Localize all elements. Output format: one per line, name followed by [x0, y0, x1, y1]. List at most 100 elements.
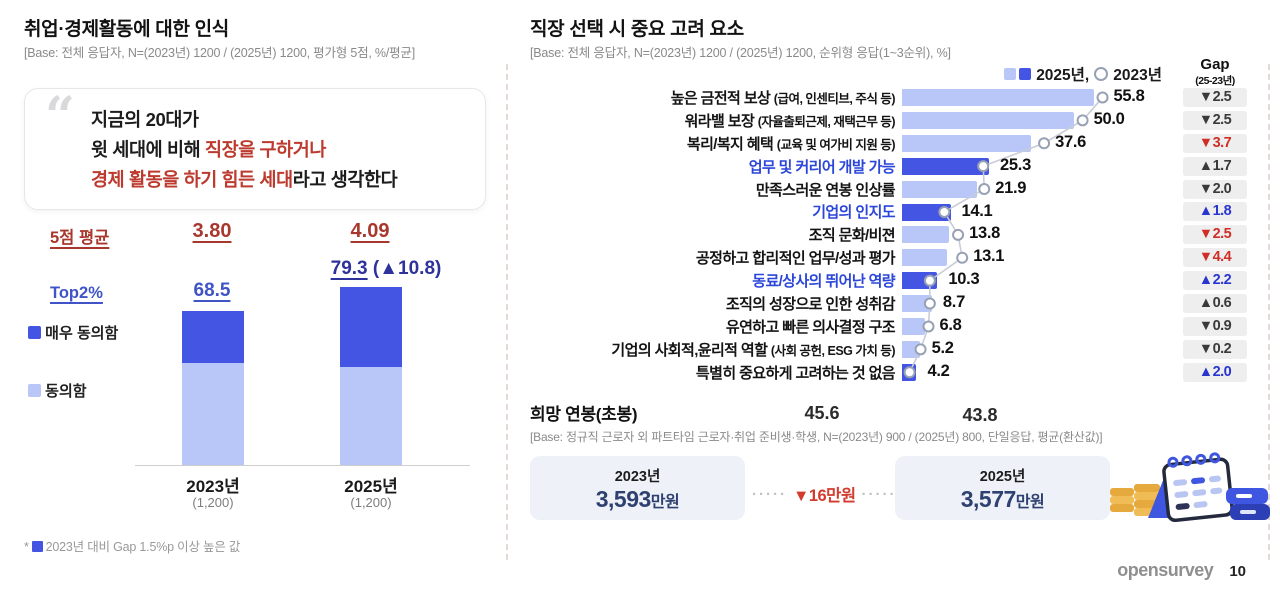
value-label-2025: 25.3: [1000, 155, 1031, 174]
consideration-row: 높은 금전적 보상 (급여, 인센티브, 주식 등) 55.8 ▼2.5: [530, 86, 1270, 109]
value-label-2025: 5.2: [931, 338, 954, 357]
segment-value-agree: 43.8: [962, 404, 998, 425]
gap-header-sub: (25-23년): [1195, 75, 1235, 87]
footnote-text: 2023년 대비 Gap 1.5%p 이상 높은 값: [45, 540, 241, 554]
bar-2025: [902, 226, 950, 244]
salary-card-2023: 2023년 3,593만원: [530, 456, 745, 520]
left-section-title: 취업·경제활동에 대한 인식: [24, 19, 229, 40]
category-label-main: 복리/복지 혜택: [686, 135, 777, 153]
value-label-2025: 50.0: [1093, 109, 1125, 128]
bar-segment-agree: [182, 362, 244, 465]
legend-2023-circle-icon: [1094, 67, 1109, 81]
consideration-row: 업무 및 커리어 개발 가능 25.3 ▲1.7: [530, 155, 1270, 178]
legend-square-light-icon: [28, 384, 41, 397]
salary-2023-amount: 3,593만원: [530, 486, 745, 516]
category-label-main: 특별히 중요하게 고려하는 것 없음: [695, 364, 896, 382]
legend-2025-dark-icon: [1019, 68, 1032, 80]
consideration-row: 특별히 중요하게 고려하는 것 없음 4.2 ▲2.0: [530, 361, 1270, 384]
category-label: 조직의 성장으로 인한 성취감: [530, 293, 902, 314]
quote-line1: 지금의 20대가: [91, 109, 199, 130]
left-footnote: * 2023년 대비 Gap 1.5%p 이상 높은 값: [24, 536, 240, 555]
salary-base-note: [Base: 정규직 근로자 외 파트타임 근로자·취업 준비생·학생, N=(…: [530, 430, 1103, 444]
bar-2025: [902, 363, 917, 381]
legend-2025-label: 2025년,: [1036, 67, 1090, 84]
salary-change-value: ▼16만원: [792, 487, 856, 505]
gap-badge: ▲1.8: [1183, 202, 1247, 222]
legend-strongly-agree: 매우 동의함: [28, 322, 118, 343]
category-label: 특별히 중요하게 고려하는 것 없음: [530, 362, 902, 383]
category-label-main: 동료/상사의 뛰어난 역량: [752, 273, 895, 291]
gap-badge: ▼2.0: [1183, 179, 1247, 199]
segment-value-strongly-agree: 22.9: [804, 325, 840, 346]
bar-zone: 13.1: [902, 246, 1180, 269]
value-label-2025: 10.3: [948, 270, 980, 289]
value-label-2025: 13.1: [973, 247, 1005, 266]
consideration-row: 공정하고 합리적인 업무/성과 평가 13.1 ▼4.4: [530, 246, 1270, 269]
bar-zone: 4.2: [902, 361, 1180, 384]
bar-2025: [902, 295, 932, 313]
category-label: 높은 금전적 보상 (급여, 인센티브, 주식 등): [530, 87, 902, 108]
salary-illustration: [1110, 452, 1270, 523]
gap-badge: ▲1.7: [1183, 156, 1247, 176]
bar-zone: 37.6: [902, 132, 1180, 155]
bar-segment-strongly-agree: [340, 286, 402, 367]
category-label: 기업의 인지도: [530, 201, 902, 222]
bar-zone: 25.3: [902, 155, 1180, 178]
bar-zone: 10.3: [902, 269, 1180, 292]
gap-badge: ▲2.0: [1183, 362, 1247, 382]
consideration-row: 조직의 성장으로 인한 성취감 8.7 ▲0.6: [530, 292, 1270, 315]
salary-2023-number: 3,593: [595, 486, 652, 512]
gap-badge: ▼3.7: [1183, 133, 1247, 153]
x-axis-category: 2025년: [344, 477, 398, 496]
bar-2025: [902, 249, 948, 267]
category-label-sub: (사회 공헌, ESG 가치 등): [770, 343, 896, 358]
coin-stack-icon: [1110, 484, 1160, 516]
consideration-row: 조직 문화/비젼 13.8 ▼2.5: [530, 223, 1270, 246]
quote-icon: “: [45, 86, 75, 147]
category-label-main: 유연하고 빠른 의사결정 구조: [725, 318, 896, 336]
consideration-chart: 높은 금전적 보상 (급여, 인센티브, 주식 등) 55.8 ▼2.5 워라밸 보장…: [530, 86, 1270, 386]
avg-2025-value: 4.09: [350, 220, 390, 242]
bar-2025: [902, 340, 920, 358]
legend-2025-light-icon: [1004, 68, 1017, 80]
top2-row-label: Top2%: [50, 284, 103, 302]
consideration-row: 동료/상사의 뛰어난 역량 10.3 ▲2.2: [530, 269, 1270, 292]
category-label: 유연하고 빠른 의사결정 구조: [530, 316, 902, 337]
calendar-icon: [1162, 452, 1234, 523]
opensurvey-logo: opensurvey: [1117, 560, 1214, 580]
value-label-2025: 8.7: [942, 293, 965, 312]
bar-zone: 21.9: [902, 178, 1180, 201]
category-label: 만족스러운 연봉 인상률: [530, 179, 902, 200]
legend-agree-label: 동의함: [45, 383, 87, 400]
dots-right: ·····: [861, 485, 897, 503]
bar-2025: [902, 111, 1074, 129]
gap-badge: ▼2.5: [1183, 87, 1247, 107]
value-label-2025: 55.8: [1113, 87, 1145, 105]
category-label-sub: (자율출퇴근제, 재택근무 등): [757, 114, 896, 129]
avg-2023-value: 3.80: [192, 220, 232, 242]
dots-left: ·····: [752, 485, 787, 503]
value-label-2025: 4.2: [927, 361, 950, 380]
salary-change-arrow: ····· ▼16만원 ····· ›: [752, 482, 909, 506]
top2-2025-value: 79.3: [330, 258, 368, 279]
consideration-row: 워라밸 보장 (자율출퇴근제, 재택근무 등) 50.0 ▼2.5: [530, 109, 1270, 132]
legend-square-dark-icon: [28, 326, 41, 339]
consideration-row: 기업의 인지도 14.1 ▲1.8: [530, 201, 1270, 224]
salary-title: 희망 연봉(초봉): [530, 405, 638, 424]
bar-segment-strongly-agree: [182, 311, 244, 363]
category-label: 기업의 사회적,윤리적 역할 (사회 공헌, ESG 가치 등): [530, 339, 902, 360]
quote-line2: 윗 세대에 비해: [91, 139, 205, 160]
bar-zone: 50.0: [902, 109, 1180, 132]
gap-badge: ▼4.4: [1183, 248, 1247, 268]
category-label-sub: (급여, 인센티브, 주식 등): [773, 91, 896, 106]
category-label: 워라밸 보장 (자율출퇴근제, 재택근무 등): [530, 110, 902, 131]
category-label: 동료/상사의 뛰어난 역량: [530, 270, 902, 291]
column-divider: [506, 64, 508, 560]
value-label-2025: 13.8: [969, 224, 1000, 243]
bar-zone: 55.8: [902, 86, 1180, 109]
footer: opensurvey 10: [1117, 560, 1246, 581]
gap-badge: ▼2.5: [1183, 225, 1247, 245]
gap-badge: ▼0.9: [1183, 316, 1247, 336]
legend-2023-label: 2023년: [1113, 67, 1162, 84]
quote-card: “ 지금의 20대가 윗 세대에 비해 직장을 구하거나 경제 활동을 하기 힘…: [24, 88, 486, 210]
